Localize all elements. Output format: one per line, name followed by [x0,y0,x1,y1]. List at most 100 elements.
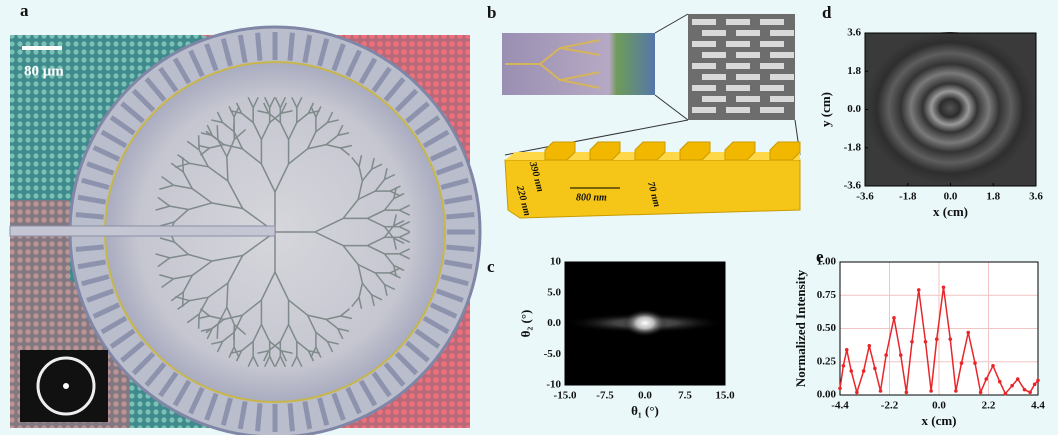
grating-arm [446,244,475,252]
splitter-branch [260,163,276,193]
splitter-branch [257,110,269,115]
data-point [984,377,989,381]
grating-arm [188,386,205,415]
grating-arm [131,88,156,113]
grating-arm [371,371,392,398]
splitter-branch [389,272,401,279]
splitter-branch [211,119,223,124]
data-point [844,347,849,352]
splitter-branch [241,112,254,124]
grating-arm [120,101,145,124]
grating-arm [77,194,107,205]
splitter-branch [226,138,236,157]
splitter-branch [389,267,401,274]
splitter-branch [306,314,317,333]
splitter-branch [263,350,270,362]
data-point [1015,377,1020,381]
splitter-branch [280,102,287,114]
y-tick-label: 1.8 [847,65,861,77]
splitter-branch [198,149,209,168]
splitter-branch [296,356,303,368]
grating-arm [429,302,458,319]
y-tick-label: 0.50 [817,322,837,334]
splitter-branch [337,328,344,340]
y-tick-label: 3.6 [847,27,861,39]
data-point [923,340,928,344]
grating-arm [394,351,419,376]
splitter-branch [326,341,334,353]
splitter-branch [315,106,322,118]
splitter-branch [263,356,271,368]
splitter-branch [252,356,259,368]
grating-arm [371,66,392,93]
splitter-branch [175,162,190,169]
splitter-branch [374,179,386,192]
data-point [910,340,914,344]
data-point [959,361,964,365]
data-point [861,369,866,373]
y-tick-label: -3.6 [844,180,862,192]
splitter-branch [260,271,276,301]
x-tick-label: 2.2 [982,400,996,412]
grating-arm [86,288,115,303]
sem-tooth [726,19,750,25]
grating-arm [237,34,248,64]
far-field-image [565,262,725,385]
grating-arm [255,32,263,61]
splitter-branch [233,131,244,150]
splitter-branch [222,121,235,133]
data-point [867,343,872,348]
sem-tooth [770,52,794,58]
dimension-label: 800 nm [576,192,607,203]
splitter-branch [279,96,287,108]
data-point [916,288,921,292]
grating-arm [435,288,464,303]
splitter-branch [197,144,210,149]
y-tick-label: 5.0 [547,286,561,298]
splitter-branch [241,148,262,165]
splitter-branch [169,205,189,211]
splitter-branch [392,238,397,250]
splitter-branch [288,148,309,165]
data-point [1022,387,1027,392]
grating-arm [100,129,128,149]
splitter-branch [206,124,213,136]
data-point [954,389,958,393]
splitter-branch [155,253,171,259]
splitter-branch [263,102,270,114]
splitter-branch [235,102,243,114]
schematic [502,13,801,219]
grating-arm [440,274,469,287]
splitter-branch [182,274,193,293]
grating-arm [77,259,107,270]
sem-tooth [692,41,716,47]
data-point [904,390,909,395]
sem-tooth [760,85,784,91]
splitter-branch [188,253,213,262]
splitter-branch [155,205,171,211]
grating-arm [345,49,362,78]
data-point [966,330,971,335]
splitter-branch [337,327,350,332]
grating-arm [383,77,406,102]
splitter-branch [173,274,193,280]
grating-tooth [634,141,666,161]
splitter-branch [260,324,271,342]
grating-arm [131,351,156,376]
splitter-branch [226,156,229,182]
splitter-branch [399,209,411,216]
splitter-branch [307,314,327,321]
splitter-branch [211,254,243,262]
splitter-branch [340,147,351,156]
splitter-branch [177,300,190,310]
splitter-branch [325,318,339,330]
sem-tooth [736,96,760,102]
data-point [1028,390,1032,395]
splitter-branch [384,283,396,291]
splitter-branch [233,128,247,140]
splitter-branch [296,340,309,352]
grating-arm [414,115,441,136]
splitter-branch [280,350,287,362]
grating-arm [100,315,128,335]
splitter-branch [399,226,411,233]
